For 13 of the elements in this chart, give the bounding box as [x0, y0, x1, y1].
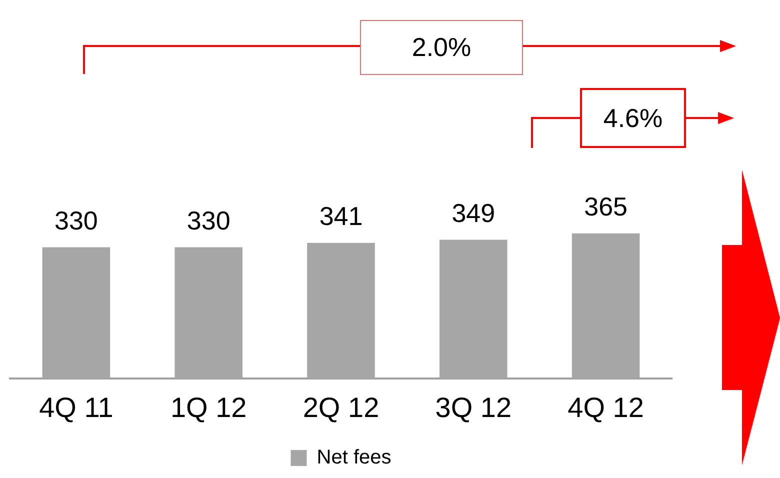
data-label: 365 [584, 192, 628, 222]
x-tick-label: 4Q 12 [568, 392, 644, 423]
legend-label: Net fees [316, 446, 392, 469]
x-tick-label: 1Q 12 [170, 392, 247, 423]
data-label: 330 [186, 205, 230, 236]
x-tick-label: 4Q 11 [39, 392, 114, 423]
data-label: 349 [452, 198, 496, 228]
x-tick-label: 3Q 12 [435, 392, 512, 423]
text: 4.6% [580, 88, 686, 148]
x-tick-label: 2Q 12 [302, 392, 380, 423]
text: 2.0% [360, 20, 523, 75]
data-label: 330 [54, 205, 98, 236]
data-label: 341 [319, 201, 363, 232]
